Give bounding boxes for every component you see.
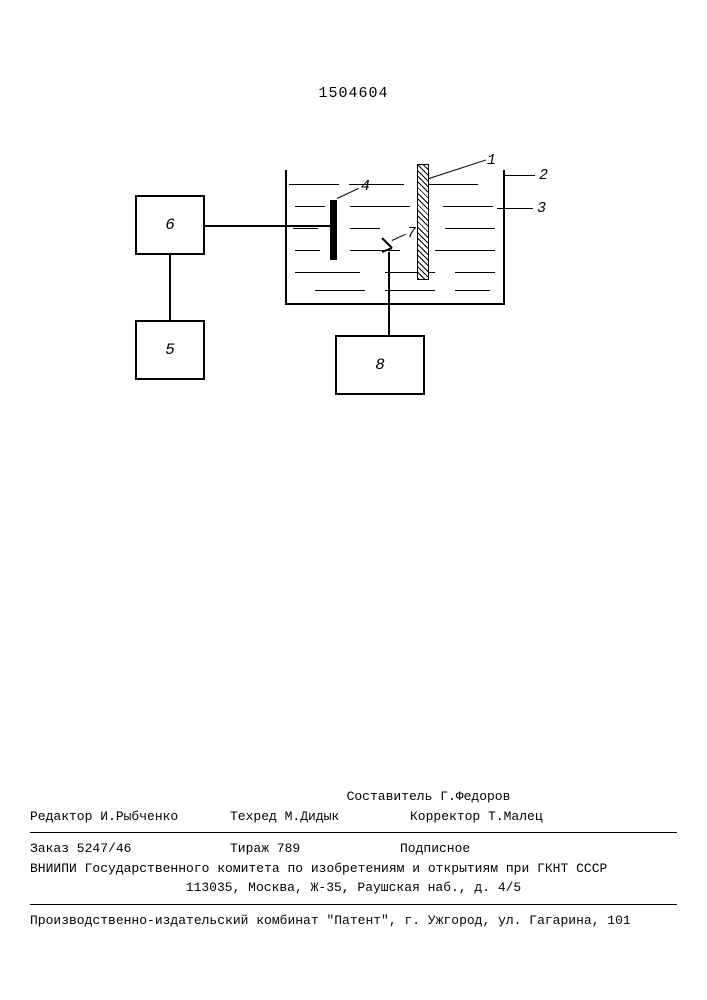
- label-3: 3: [537, 200, 546, 217]
- electrode-4: [330, 200, 337, 260]
- liquid-surface: [293, 228, 318, 230]
- lead-3: [497, 208, 533, 209]
- divider: [30, 832, 677, 833]
- publisher-line: Производственно-издательский комбинат "П…: [30, 911, 677, 931]
- wire-6-to-5: [169, 255, 171, 320]
- liquid-surface: [385, 290, 435, 292]
- subscription: Подписное: [400, 839, 470, 859]
- label-7: 7: [407, 225, 416, 242]
- liquid-surface: [295, 250, 320, 252]
- liquid-surface: [350, 228, 380, 230]
- liquid-surface: [455, 272, 495, 274]
- block-5: 5: [135, 320, 205, 380]
- block-8: 8: [335, 335, 425, 395]
- corrector: Корректор Т.Малец: [410, 807, 543, 827]
- compiler: Составитель Г.Федоров: [347, 789, 511, 804]
- tirage: Тираж 789: [230, 839, 400, 859]
- liquid-surface: [350, 206, 410, 208]
- liquid-surface: [445, 228, 495, 230]
- document-number: 1504604: [0, 85, 707, 102]
- divider: [30, 904, 677, 905]
- electrode-1: [417, 164, 429, 280]
- label-2: 2: [539, 167, 548, 184]
- liquid-surface: [295, 206, 325, 208]
- liquid-surface: [443, 206, 493, 208]
- liquid-surface: [435, 250, 495, 252]
- schematic-diagram: 6 5 8 1 2 3 4 7: [125, 170, 525, 430]
- address-line: 113035, Москва, Ж-35, Раушская наб., д. …: [30, 878, 677, 898]
- block-6: 6: [135, 195, 205, 255]
- liquid-surface: [315, 290, 365, 292]
- footer-block: Составитель Г.Федоров Редактор И.Рыбченк…: [30, 787, 677, 930]
- techred: Техред М.Дидык: [230, 807, 410, 827]
- liquid-surface: [295, 272, 360, 274]
- liquid-surface: [428, 184, 478, 186]
- editor: Редактор И.Рыбченко: [30, 807, 230, 827]
- order-number: Заказ 5247/46: [30, 839, 230, 859]
- block-5-label: 5: [165, 341, 175, 359]
- wire-6-to-4: [205, 225, 331, 227]
- block-6-label: 6: [165, 216, 175, 234]
- lead-2: [505, 175, 535, 176]
- liquid-surface: [289, 184, 339, 186]
- label-1: 1: [487, 152, 496, 169]
- vniipi-line: ВНИИПИ Государственного комитета по изоб…: [30, 859, 677, 879]
- wire-7-to-8: [388, 252, 390, 335]
- block-8-label: 8: [375, 356, 385, 374]
- label-4: 4: [361, 178, 370, 195]
- liquid-surface: [349, 184, 404, 186]
- liquid-surface: [455, 290, 490, 292]
